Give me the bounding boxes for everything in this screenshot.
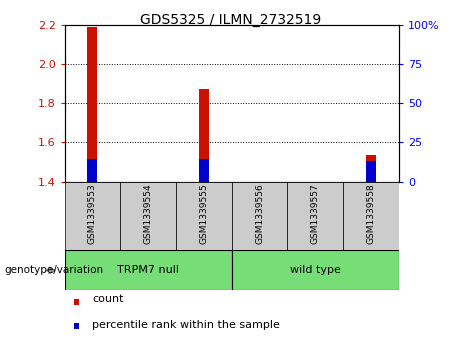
Text: percentile rank within the sample: percentile rank within the sample	[92, 320, 280, 330]
Text: GSM1339558: GSM1339558	[366, 184, 375, 244]
Bar	[88, 27, 97, 182]
Text: GSM1339553: GSM1339553	[88, 184, 97, 244]
Bar	[287, 182, 343, 250]
Text: TRPM7 null: TRPM7 null	[117, 265, 179, 276]
Text: genotype/variation: genotype/variation	[5, 265, 104, 276]
Bar	[199, 89, 209, 182]
Bar	[88, 159, 97, 182]
Bar	[366, 161, 376, 182]
Bar	[366, 155, 376, 182]
Text: count: count	[92, 294, 124, 305]
Bar	[231, 182, 287, 250]
Text: GSM1339557: GSM1339557	[311, 184, 320, 244]
Text: GSM1339556: GSM1339556	[255, 184, 264, 244]
Bar	[74, 299, 79, 305]
Text: wild type: wild type	[290, 265, 341, 276]
Bar	[65, 182, 120, 250]
Bar	[343, 182, 399, 250]
Text: GSM1339554: GSM1339554	[143, 184, 153, 244]
Bar	[199, 159, 209, 182]
Bar	[120, 182, 176, 250]
Bar	[231, 250, 399, 290]
Bar	[176, 182, 231, 250]
Bar	[74, 323, 79, 329]
Text: GSM1339555: GSM1339555	[199, 184, 208, 244]
Text: GDS5325 / ILMN_2732519: GDS5325 / ILMN_2732519	[140, 13, 321, 27]
Bar	[65, 250, 231, 290]
